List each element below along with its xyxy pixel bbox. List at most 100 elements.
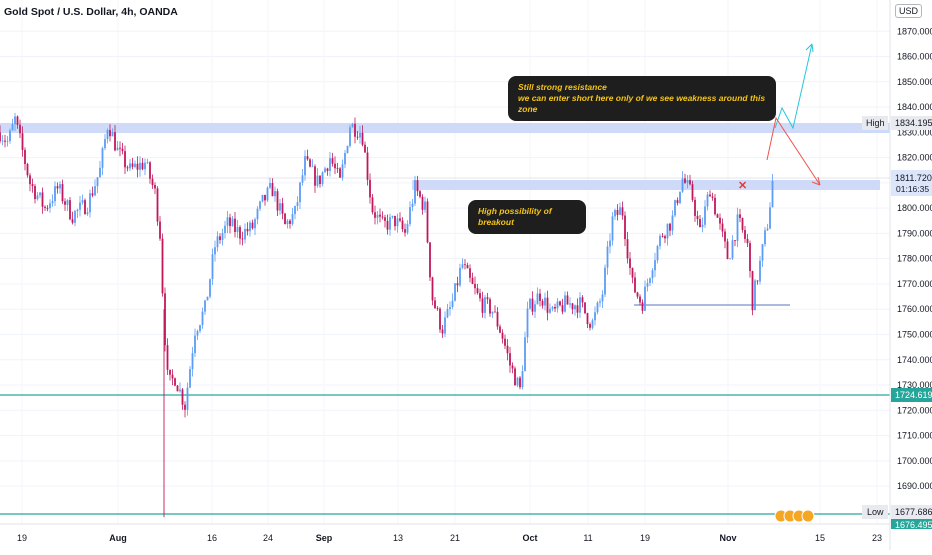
candle-body[interactable] [224, 225, 226, 234]
candle-body[interactable] [696, 215, 699, 220]
candle-body[interactable] [439, 308, 441, 330]
candle-body[interactable] [434, 300, 436, 309]
candle-body[interactable] [191, 353, 194, 370]
candle-body[interactable] [389, 217, 391, 230]
candle-body[interactable] [384, 217, 386, 221]
candle-body[interactable] [484, 297, 486, 313]
candle-body[interactable] [449, 307, 451, 310]
candle-body[interactable] [204, 300, 206, 312]
candle-body[interactable] [536, 293, 539, 305]
candle-body[interactable] [184, 404, 186, 410]
candle-body[interactable] [691, 184, 694, 200]
candle-body[interactable] [534, 304, 536, 312]
candle-body[interactable] [496, 311, 499, 327]
candle-body[interactable] [509, 353, 511, 366]
candle-body[interactable] [556, 301, 559, 309]
candle-body[interactable] [351, 123, 354, 128]
candle-body[interactable] [309, 159, 311, 167]
candle-body[interactable] [684, 178, 686, 183]
candle-body[interactable] [724, 231, 726, 242]
candle-body[interactable] [454, 283, 456, 301]
candle-body[interactable] [304, 156, 306, 176]
candle-body[interactable] [329, 158, 331, 171]
candle-body[interactable] [466, 265, 469, 269]
candle-body[interactable] [369, 179, 371, 198]
candle-body[interactable] [111, 132, 114, 137]
candle-body[interactable] [626, 239, 629, 259]
candle-body[interactable] [391, 215, 394, 218]
candle-body[interactable] [376, 214, 379, 218]
candle-body[interactable] [564, 295, 566, 312]
candle-body[interactable] [321, 172, 324, 185]
candle-body[interactable] [541, 300, 544, 306]
candle-body[interactable] [119, 147, 121, 149]
candle-body[interactable] [519, 377, 521, 388]
candle-body[interactable] [486, 297, 489, 300]
candle-body[interactable] [254, 219, 256, 229]
candle-body[interactable] [764, 230, 766, 245]
candle-body[interactable] [481, 298, 484, 313]
candle-body[interactable] [521, 371, 524, 388]
candle-body[interactable] [574, 305, 576, 310]
candle-body[interactable] [729, 258, 731, 260]
candle-body[interactable] [561, 305, 564, 312]
candle-body[interactable] [241, 238, 244, 240]
candle-body[interactable] [706, 194, 709, 207]
candle-body[interactable] [501, 332, 504, 339]
candle-body[interactable] [396, 218, 399, 227]
candle-body[interactable] [669, 223, 671, 231]
candle-body[interactable] [181, 389, 184, 405]
candle-body[interactable] [619, 207, 621, 215]
candle-body[interactable] [19, 124, 21, 134]
candle-body[interactable] [386, 220, 389, 230]
candle-body[interactable] [666, 223, 669, 239]
candle-body[interactable] [444, 317, 446, 334]
candle-body[interactable] [441, 329, 444, 334]
candle-body[interactable] [84, 200, 86, 215]
candle-body[interactable] [24, 149, 26, 165]
candle-body[interactable] [709, 194, 711, 197]
candle-body[interactable] [401, 220, 404, 230]
candle-body[interactable] [81, 200, 84, 203]
candle-body[interactable] [479, 293, 481, 299]
bearish-projection-arrow[interactable] [766, 116, 821, 186]
candle-body[interactable] [86, 212, 89, 215]
candle-body[interactable] [739, 214, 741, 218]
candle-body[interactable] [326, 168, 329, 171]
candle-body[interactable] [646, 282, 649, 287]
candle-body[interactable] [186, 387, 189, 410]
candle-body[interactable] [459, 267, 461, 286]
candle-body[interactable] [394, 215, 396, 227]
candle-body[interactable] [26, 164, 29, 176]
candle-body[interactable] [156, 188, 159, 222]
candle-body[interactable] [139, 162, 141, 170]
candle-body[interactable] [544, 297, 546, 306]
candle-body[interactable] [719, 217, 721, 224]
candle-body[interactable] [299, 182, 301, 203]
candle-body[interactable] [99, 167, 101, 178]
candle-body[interactable] [189, 369, 191, 388]
candle-body[interactable] [59, 184, 61, 189]
candle-body[interactable] [476, 288, 479, 294]
candle-body[interactable] [504, 338, 506, 346]
candle-body[interactable] [306, 156, 309, 160]
candle-body[interactable] [104, 139, 106, 149]
candle-body[interactable] [0, 132, 1, 142]
candle-body[interactable] [9, 130, 11, 142]
bullish-projection-arrow[interactable] [774, 43, 813, 130]
candle-body[interactable] [371, 197, 374, 213]
candle-body[interactable] [749, 243, 751, 272]
candle-body[interactable] [116, 147, 119, 151]
candle-body[interactable] [711, 196, 714, 198]
candle-body[interactable] [399, 218, 401, 221]
candle-body[interactable] [469, 268, 471, 278]
candle-body[interactable] [489, 299, 491, 314]
candle-body[interactable] [421, 196, 424, 210]
candle-body[interactable] [551, 306, 554, 309]
candle-body[interactable] [721, 223, 724, 232]
candle-body[interactable] [589, 324, 591, 328]
candle-body[interactable] [629, 258, 631, 268]
candle-body[interactable] [166, 345, 169, 370]
